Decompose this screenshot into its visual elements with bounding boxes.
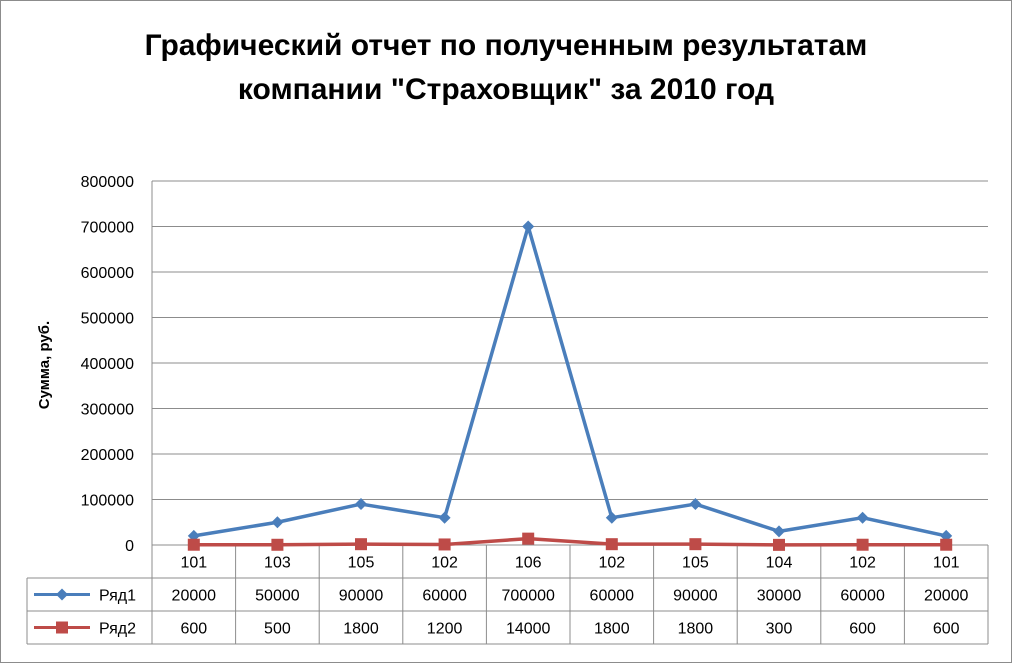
x-category-label: 106	[515, 555, 542, 572]
data-table-value: 60000	[840, 588, 885, 605]
series-point	[271, 516, 284, 529]
data-table-value: 600	[933, 621, 960, 638]
data-table-value: 50000	[255, 588, 300, 605]
series-point	[355, 498, 367, 511]
series-point	[773, 525, 785, 538]
y-tick-label: 300000	[81, 402, 134, 419]
legend-key-marker	[56, 621, 68, 634]
series-point	[689, 498, 702, 511]
series-point	[438, 538, 451, 551]
data-table-value: 1800	[343, 621, 379, 638]
series-point	[689, 538, 702, 551]
x-category-label: 105	[348, 555, 375, 572]
x-category-label: 101	[933, 555, 960, 572]
data-table-value: 90000	[673, 588, 718, 605]
y-tick-label: 200000	[81, 447, 134, 464]
series-line	[193, 224, 947, 538]
series-point	[271, 538, 284, 551]
y-tick-label: 600000	[81, 265, 134, 282]
legend-key-marker	[56, 588, 68, 601]
y-axis-label: Сумма, руб.	[36, 321, 53, 409]
x-category-label: 102	[598, 555, 625, 572]
series-point	[438, 511, 451, 524]
data-table-value: 14000	[506, 621, 551, 638]
series-layer	[187, 220, 953, 551]
x-category-label: 104	[766, 555, 793, 572]
data-table-value: 60000	[590, 588, 635, 605]
y-axis-ticks: 0 100000 200000 300000 400000 500000 600000 700…	[81, 174, 134, 555]
x-category-label: 105	[682, 555, 709, 572]
y-tick-label: 800000	[81, 174, 134, 191]
series-point	[856, 538, 869, 551]
x-category-label: 103	[264, 555, 291, 572]
data-table-value: 600	[180, 621, 207, 638]
data-table-value: 1800	[678, 621, 714, 638]
data-table-value: 90000	[339, 588, 384, 605]
series-point	[605, 538, 618, 551]
y-tick-label: 400000	[81, 356, 134, 373]
legend-series-name: Ряд2	[99, 621, 136, 638]
y-tick-label: 0	[125, 538, 134, 555]
data-table-value: 20000	[924, 588, 969, 605]
legend-series-name: Ряд1	[99, 588, 136, 605]
y-tick-label: 700000	[81, 220, 134, 237]
x-category-label: 102	[849, 555, 876, 572]
series-point	[856, 511, 869, 524]
data-table-value: 30000	[757, 588, 802, 605]
x-category-label: 101	[180, 555, 207, 572]
data-table-value: 60000	[422, 588, 467, 605]
x-category-label: 102	[431, 555, 458, 572]
data-table-value: 500	[264, 621, 291, 638]
series-point	[522, 220, 535, 233]
data-table-value: 300	[766, 621, 793, 638]
chart-title-line-1: Графический отчет по полученным результа…	[145, 29, 868, 62]
y-tick-label: 500000	[81, 311, 134, 328]
series-point	[940, 538, 953, 551]
series-point	[187, 538, 200, 551]
series-point	[355, 538, 367, 551]
data-table-value: 1200	[427, 621, 463, 638]
series-point	[605, 511, 618, 524]
series-point	[522, 532, 535, 545]
series-line	[193, 536, 947, 547]
data-table-value: 1800	[594, 621, 630, 638]
data-table-value: 700000	[502, 588, 555, 605]
gridlines	[151, 180, 988, 545]
y-tick-label: 100000	[81, 493, 134, 510]
chart-title-line-2: компании "Страховщик" за 2010 год	[238, 73, 774, 106]
data-table-value: 20000	[172, 588, 217, 605]
series-point	[773, 538, 785, 551]
data-table-value: 600	[849, 621, 876, 638]
